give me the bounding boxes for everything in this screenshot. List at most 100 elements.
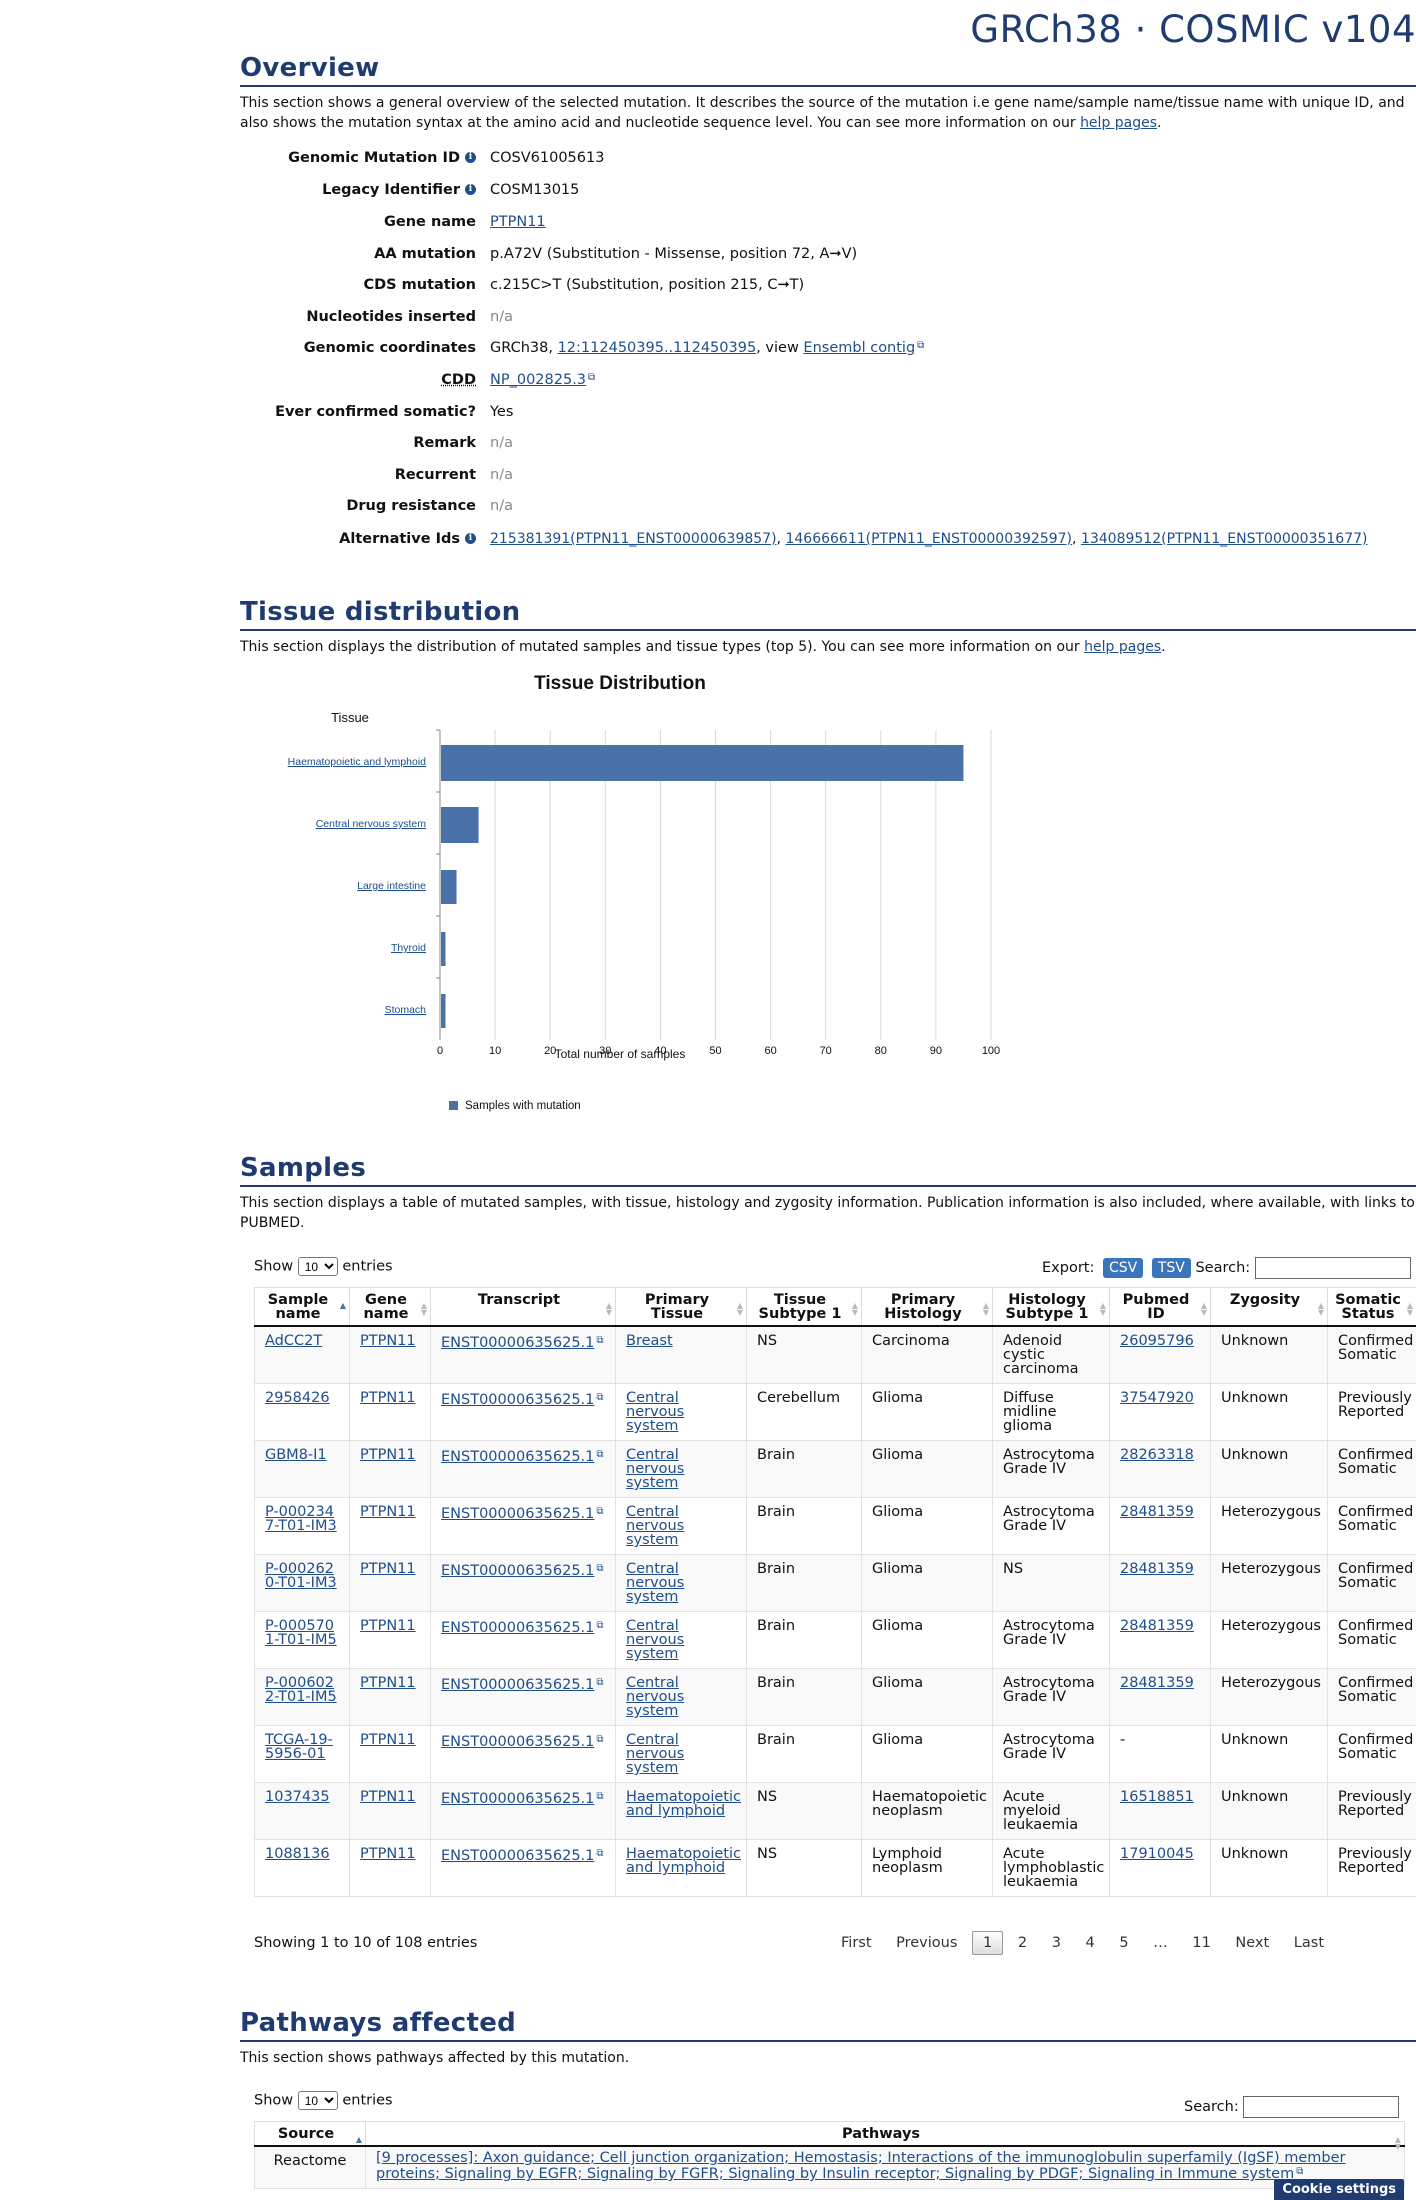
column-header-sample-name[interactable]: Sample name ▲ <box>254 1287 350 1327</box>
column-header-pathways[interactable]: Pathways ▲ ▼ <box>365 2121 1405 2151</box>
gene-name-link[interactable]: PTPN11 <box>360 1846 416 1862</box>
transcript-link[interactable]: ENST00000635625.1 <box>441 1563 595 1579</box>
primary-tissue-link[interactable]: Haematopoietic and lymphoid <box>626 1846 741 1876</box>
chart-category-link[interactable]: Stomach <box>385 1004 427 1016</box>
column-header-primary-histology[interactable]: Primary Histology ▲ ▼ <box>861 1287 993 1327</box>
info-icon[interactable]: i <box>465 184 476 195</box>
sample-name-link[interactable]: GBM8-I1 <box>265 1447 327 1463</box>
chart-bar[interactable] <box>441 932 446 966</box>
pager-first[interactable]: First <box>841 1935 872 1951</box>
pathways-search-input[interactable] <box>1243 2096 1400 2118</box>
ensembl-contig-link[interactable]: Ensembl contig <box>803 340 916 356</box>
column-header-source[interactable]: Source ▲ <box>254 2121 366 2147</box>
gene-name-link[interactable]: PTPN11 <box>360 1618 416 1634</box>
cdd-link[interactable]: NP_002825.3 <box>490 372 587 388</box>
cookie-settings-button[interactable]: Cookie settings <box>1274 2179 1404 2200</box>
gene-name-link[interactable]: PTPN11 <box>360 1333 416 1349</box>
gene-name-link[interactable]: PTPN11 <box>360 1561 416 1577</box>
tissue-help-link[interactable]: help pages <box>1084 639 1162 655</box>
primary-tissue-link[interactable]: Breast <box>626 1333 673 1349</box>
transcript-link[interactable]: ENST00000635625.1 <box>441 1506 595 1522</box>
pager-page-5[interactable]: 5 <box>1119 1935 1129 1951</box>
sample-name-link[interactable]: P-0002620-T01-IM3 <box>265 1561 337 1591</box>
column-header-histology-subtype-1[interactable]: Histology Subtype 1 ▲ ▼ <box>992 1287 1110 1327</box>
column-header-gene-name[interactable]: Gene name ▲ ▼ <box>349 1287 431 1327</box>
sample-name-link[interactable]: AdCC2T <box>265 1333 323 1349</box>
gene-name-link[interactable]: PTPN11 <box>360 1447 416 1463</box>
transcript-link[interactable]: ENST00000635625.1 <box>441 1848 595 1864</box>
column-header-primary-tissue[interactable]: Primary Tissue ▲ ▼ <box>615 1287 747 1327</box>
column-header-zygosity[interactable]: Zygosity ▲ ▼ <box>1210 1287 1328 1327</box>
pubmed-id-link[interactable]: 37547920 <box>1120 1390 1194 1406</box>
primary-tissue-link[interactable]: Central nervous system <box>626 1447 685 1491</box>
pager-last[interactable]: Last <box>1293 1935 1325 1951</box>
primary-tissue-link[interactable]: Central nervous system <box>626 1732 685 1776</box>
info-icon[interactable]: i <box>465 533 476 544</box>
chart-category-link[interactable]: Central nervous system <box>316 818 427 830</box>
chart-bar[interactable] <box>441 807 479 843</box>
gene-name-link[interactable]: PTPN11 <box>360 1504 416 1520</box>
pubmed-id-link[interactable]: 28481359 <box>1120 1504 1194 1520</box>
sample-name-link[interactable]: 2958426 <box>265 1390 330 1406</box>
gene-name-link[interactable]: PTPN11 <box>490 214 546 230</box>
primary-tissue-link[interactable]: Central nervous system <box>626 1618 685 1662</box>
pager-page-3[interactable]: 3 <box>1051 1935 1061 1951</box>
transcript-link[interactable]: ENST00000635625.1 <box>441 1620 595 1636</box>
gene-name-link[interactable]: PTPN11 <box>360 1675 416 1691</box>
pager-page-4[interactable]: 4 <box>1085 1935 1095 1951</box>
pubmed-id-link[interactable]: 26095796 <box>1120 1333 1194 1349</box>
primary-tissue-link[interactable]: Central nervous system <box>626 1675 685 1719</box>
transcript-link[interactable]: ENST00000635625.1 <box>441 1791 595 1807</box>
sample-name-link[interactable]: TCGA-19-5956-01 <box>265 1732 333 1762</box>
gene-name-link[interactable]: PTPN11 <box>360 1732 416 1748</box>
pubmed-id-link[interactable]: 16518851 <box>1120 1789 1194 1805</box>
pubmed-id-link[interactable]: 28481359 <box>1120 1561 1194 1577</box>
pubmed-id-link[interactable]: 28263318 <box>1120 1447 1194 1463</box>
sample-name-link[interactable]: P-0006022-T01-IM5 <box>265 1675 337 1705</box>
transcript-link[interactable]: ENST00000635625.1 <box>441 1677 595 1693</box>
column-header-transcript[interactable]: Transcript ▲ ▼ <box>430 1287 616 1327</box>
alt-id-link-2[interactable]: 146666611(PTPN11_ENST00000392597) <box>785 531 1073 547</box>
chart-bar[interactable] <box>441 745 964 781</box>
pager-next[interactable]: Next <box>1235 1935 1270 1951</box>
pager-page-11[interactable]: 11 <box>1192 1935 1211 1951</box>
column-header-somatic-status[interactable]: Somatic Status ▲ ▼ <box>1327 1287 1416 1327</box>
gene-name-link[interactable]: PTPN11 <box>360 1789 416 1805</box>
info-icon[interactable]: i <box>465 152 476 163</box>
primary-tissue-link[interactable]: Central nervous system <box>626 1504 685 1548</box>
transcript-link[interactable]: ENST00000635625.1 <box>441 1734 595 1750</box>
pubmed-id-link[interactable]: 17910045 <box>1120 1846 1194 1862</box>
pathways-page-size-select[interactable]: 10 <box>297 2091 338 2110</box>
pager-previous[interactable]: Previous <box>896 1935 958 1951</box>
column-header-tissue-subtype-1[interactable]: Tissue Subtype 1 ▲ ▼ <box>746 1287 862 1327</box>
sample-name-link[interactable]: P-0002347-T01-IM3 <box>265 1504 337 1534</box>
chart-bar[interactable] <box>441 870 457 904</box>
sample-name-link[interactable]: P-0005701-T01-IM5 <box>265 1618 337 1648</box>
primary-tissue-link[interactable]: Central nervous system <box>626 1561 685 1605</box>
overview-help-link[interactable]: help pages <box>1080 115 1158 131</box>
sample-name-link[interactable]: 1088136 <box>265 1846 330 1862</box>
chart-bar[interactable] <box>441 994 446 1028</box>
sample-name-link[interactable]: 1037435 <box>265 1789 330 1805</box>
column-header-pubmed-id[interactable]: Pubmed ID ▲ ▼ <box>1109 1287 1211 1327</box>
chart-category-link[interactable]: Thyroid <box>391 942 426 954</box>
coordinates-link[interactable]: 12:112450395..112450395 <box>557 340 757 356</box>
alt-id-link-3[interactable]: 134089512(PTPN11_ENST00000351677) <box>1080 531 1368 547</box>
transcript-link[interactable]: ENST00000635625.1 <box>441 1335 595 1351</box>
export-csv-button[interactable]: CSV <box>1102 1258 1144 1278</box>
pager-page-1[interactable]: 1 <box>972 1931 1004 1955</box>
pubmed-id-link[interactable]: 28481359 <box>1120 1618 1194 1634</box>
export-tsv-button[interactable]: TSV <box>1151 1258 1191 1278</box>
samples-page-size-select[interactable]: 10 <box>297 1257 338 1276</box>
pager-page-2[interactable]: 2 <box>1017 1935 1028 1951</box>
chart-category-link[interactable]: Haematopoietic and lymphoid <box>288 756 426 768</box>
transcript-link[interactable]: ENST00000635625.1 <box>441 1449 595 1465</box>
pubmed-id-link[interactable]: 28481359 <box>1120 1675 1194 1691</box>
primary-tissue-link[interactable]: Haematopoietic and lymphoid <box>626 1789 741 1819</box>
alt-id-link-1[interactable]: 215381391(PTPN11_ENST00000639857) <box>490 531 777 547</box>
transcript-link[interactable]: ENST00000635625.1 <box>441 1392 595 1408</box>
samples-search-input[interactable] <box>1254 1257 1411 1279</box>
gene-name-link[interactable]: PTPN11 <box>360 1390 416 1406</box>
chart-category-link[interactable]: Large intestine <box>357 880 426 892</box>
primary-tissue-link[interactable]: Central nervous system <box>626 1390 685 1434</box>
